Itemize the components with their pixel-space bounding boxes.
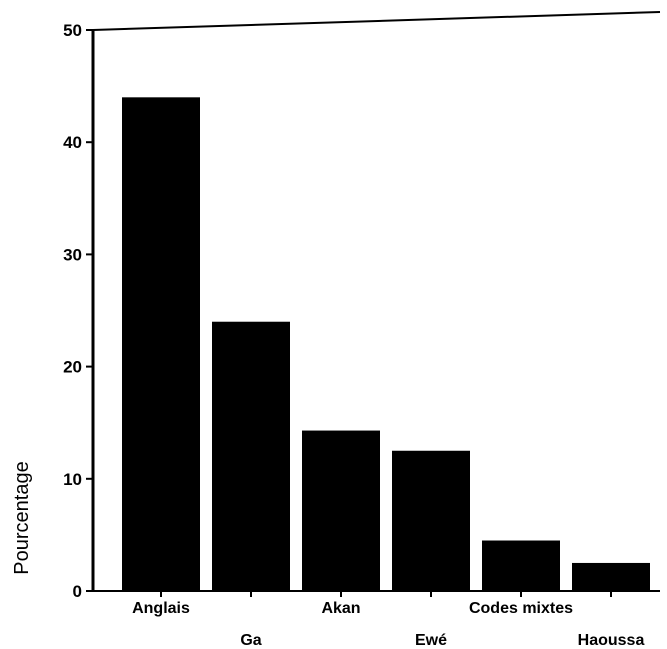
y-tick-label: 0 [73, 582, 82, 601]
bar [302, 430, 380, 591]
x-tick-label: Anglais [132, 600, 190, 617]
y-tick-label: 30 [63, 245, 82, 264]
bar [572, 562, 650, 591]
y-tick-label: 20 [63, 358, 82, 377]
bar [482, 540, 560, 591]
x-tick-label: Ewé [415, 632, 447, 649]
y-ticks: 0 10 20 30 40 50 [63, 21, 93, 601]
x-tick-label: Akan [321, 600, 360, 617]
bars [122, 97, 650, 591]
x-tick-label: Codes mixtes [469, 600, 573, 617]
bar [392, 450, 470, 591]
y-tick-label: 50 [63, 21, 82, 40]
x-tick-label: Haoussa [578, 632, 645, 649]
category-labels: Anglais Ga Akan Ewé Codes mixtes Haoussa [132, 591, 644, 649]
y-axis-label: Pourcentage [11, 461, 33, 574]
x-tick-label: Ga [240, 632, 261, 649]
y-tick-label: 40 [63, 133, 82, 152]
bar [122, 97, 200, 591]
y-tick-label: 10 [63, 470, 82, 489]
bar [212, 321, 290, 591]
top-border-line [92, 11, 661, 31]
